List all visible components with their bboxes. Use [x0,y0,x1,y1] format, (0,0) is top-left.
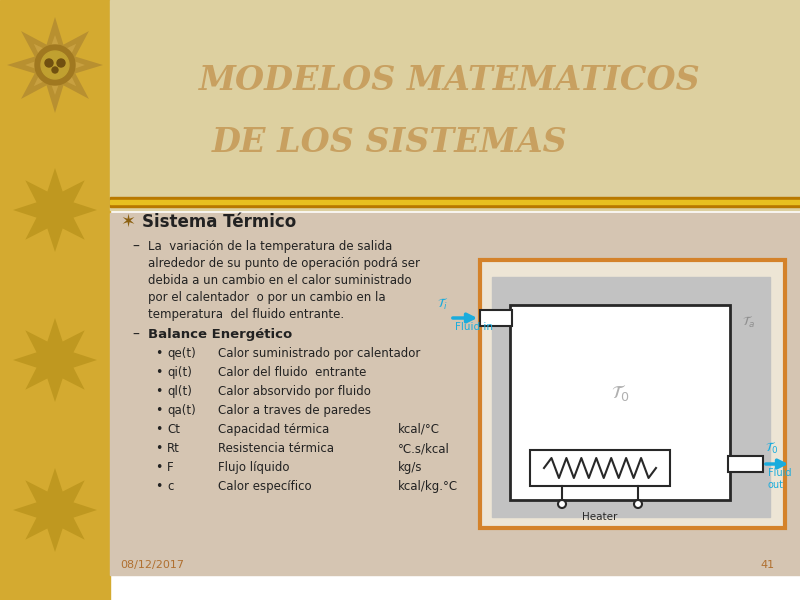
Text: $\mathcal{T}_a$: $\mathcal{T}_a$ [742,315,755,330]
Text: Capacidad térmica: Capacidad térmica [218,423,330,436]
Text: debida a un cambio en el calor suministrado: debida a un cambio en el calor suministr… [148,274,412,287]
Bar [492,277,770,517]
Text: Calor suministrado por calentador: Calor suministrado por calentador [218,347,420,360]
Text: Rt: Rt [167,442,180,455]
Text: DE LOS SISTEMAS: DE LOS SISTEMAS [212,125,568,158]
Text: 08/12/2017: 08/12/2017 [120,560,184,570]
Text: ql(t): ql(t) [167,385,192,398]
Text: $\mathcal{T}_0$: $\mathcal{T}_0$ [765,441,778,456]
Text: •: • [155,480,162,493]
Text: •: • [155,366,162,379]
Text: Ct: Ct [167,423,180,436]
Text: Fluid
out: Fluid out [768,468,791,490]
Text: –: – [132,240,139,254]
Text: MODELOS MATEMATICOS: MODELOS MATEMATICOS [199,64,701,97]
Text: •: • [155,423,162,436]
Text: –: – [132,328,139,342]
Circle shape [57,59,65,67]
Bar [110,200,800,204]
Text: kcal/kg.°C: kcal/kg.°C [398,480,458,493]
Text: qi(t): qi(t) [167,366,192,379]
Text: Calor absorvido por fluido: Calor absorvido por fluido [218,385,371,398]
Text: •: • [155,347,162,360]
Text: •: • [155,385,162,398]
Text: Resistencia térmica: Resistencia térmica [218,442,334,455]
Text: kg/s: kg/s [398,461,422,474]
Circle shape [558,500,566,508]
Text: Fluid in: Fluid in [455,322,493,332]
Text: ✶: ✶ [120,213,135,231]
Text: Balance Energético: Balance Energético [148,328,292,341]
Circle shape [52,67,58,73]
Polygon shape [13,168,97,252]
Polygon shape [25,35,85,95]
Text: alrededor de su punto de operación podrá ser: alrededor de su punto de operación podrá… [148,257,420,270]
Polygon shape [13,318,97,402]
Bar [480,260,785,528]
Text: $\mathcal{T}_0$: $\mathcal{T}_0$ [610,383,630,403]
Text: F: F [167,461,174,474]
Text: Calor del fluido  entrante: Calor del fluido entrante [218,366,366,379]
Text: •: • [155,461,162,474]
Text: qa(t): qa(t) [167,404,196,417]
Text: Flujo líquido: Flujo líquido [218,461,290,474]
Bar [110,0,800,210]
Circle shape [35,45,75,85]
Circle shape [41,51,69,79]
Text: °C.s/kcal: °C.s/kcal [398,442,450,455]
Bar [480,310,512,326]
Polygon shape [13,468,97,552]
Bar [530,450,670,486]
Text: Calor a traves de paredes: Calor a traves de paredes [218,404,371,417]
Text: temperatura  del fluido entrante.: temperatura del fluido entrante. [148,308,344,321]
Bar [510,305,730,500]
Text: por el calentador  o por un cambio en la: por el calentador o por un cambio en la [148,291,386,304]
Text: •: • [155,404,162,417]
Bar [110,197,800,207]
Text: $\mathcal{T}_i$: $\mathcal{T}_i$ [437,297,448,312]
Text: Sistema Térmico: Sistema Térmico [142,213,296,231]
Bar [110,213,800,575]
Text: La  variación de la temperatura de salida: La variación de la temperatura de salida [148,240,392,253]
Polygon shape [7,17,103,113]
Text: c: c [167,480,174,493]
Text: •: • [155,442,162,455]
Text: 41: 41 [761,560,775,570]
Bar [728,456,763,472]
Text: Heater: Heater [582,512,618,522]
Circle shape [634,500,642,508]
Circle shape [45,59,53,67]
Bar [0,0,110,600]
Text: Calor específico: Calor específico [218,480,312,493]
Text: kcal/°C: kcal/°C [398,423,440,436]
Text: qe(t): qe(t) [167,347,196,360]
